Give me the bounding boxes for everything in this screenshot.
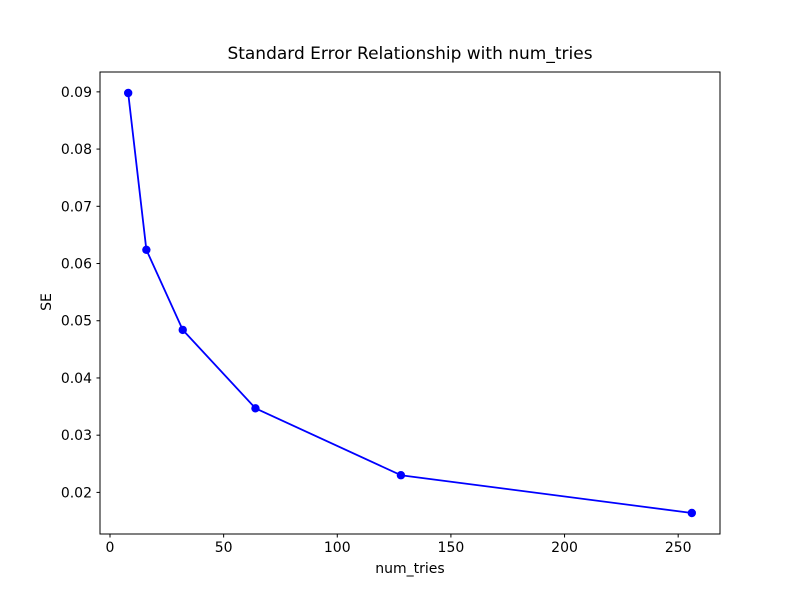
x-tick-label: 250 bbox=[665, 540, 692, 556]
x-axis-label: num_tries bbox=[375, 561, 445, 577]
data-point bbox=[251, 404, 260, 413]
data-point bbox=[123, 88, 133, 98]
data-line bbox=[127, 92, 693, 514]
data-point bbox=[178, 325, 187, 335]
x-tick-label: 150 bbox=[438, 540, 465, 556]
y-tick-label: 0.08 bbox=[61, 142, 92, 158]
x-tick-label: 50 bbox=[215, 540, 233, 556]
data-point bbox=[687, 508, 697, 518]
y-tick-label: 0.02 bbox=[61, 485, 92, 501]
y-tick-label: 0.07 bbox=[61, 199, 92, 215]
axes-spines bbox=[99, 71, 721, 535]
y-tick-label: 0.04 bbox=[61, 371, 92, 387]
x-tick-label: 100 bbox=[324, 540, 351, 556]
y-tick-label: 0.09 bbox=[61, 85, 92, 101]
data-point bbox=[396, 471, 406, 480]
data-point bbox=[142, 245, 151, 254]
x-tick-label: 0 bbox=[106, 540, 115, 556]
y-tick-label: 0.03 bbox=[61, 428, 92, 444]
chart-title: Standard Error Relationship with num_tri… bbox=[227, 44, 593, 64]
y-tick-label: 0.06 bbox=[61, 257, 92, 273]
y-axis-label: SE bbox=[39, 293, 55, 311]
y-tick-label: 0.05 bbox=[61, 314, 92, 330]
x-tick-label: 200 bbox=[551, 540, 578, 556]
